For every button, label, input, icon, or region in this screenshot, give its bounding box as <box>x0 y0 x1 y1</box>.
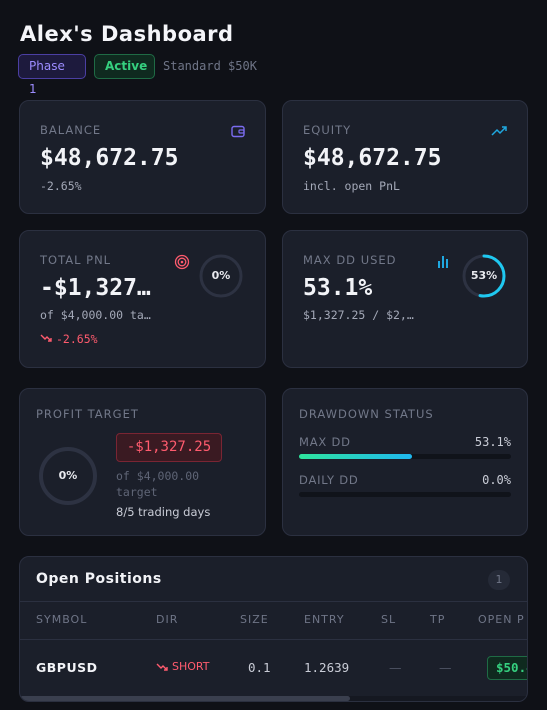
total-pnl-label: TOTAL PNL <box>40 253 112 267</box>
balance-card: BALANCE $48,672.75 -2.65% <box>19 100 266 214</box>
drawdown-status-card: DRAWDOWN STATUS MAX DD 53.1% DAILY DD 0.… <box>282 388 528 536</box>
col-size: SIZE <box>240 613 269 626</box>
max-dd-progress-ring <box>462 254 506 298</box>
total-pnl-progress-ring <box>199 254 243 298</box>
profit-target-of: of $4,000.00 <box>116 469 200 483</box>
equity-label: EQUITY <box>303 123 352 137</box>
col-tp: TP <box>430 613 446 626</box>
status-badge: Active <box>94 54 155 79</box>
daily-dd-row-label: DAILY DD <box>299 473 359 487</box>
bar-chart-icon <box>438 256 448 268</box>
trading-days: 8/5 trading days <box>116 505 211 519</box>
page-title: Alex's Dashboard <box>20 22 234 46</box>
open-positions-count: 1 <box>488 570 510 590</box>
wallet-icon <box>231 125 245 138</box>
balance-value: $48,672.75 <box>40 145 179 171</box>
total-pnl-value: -$1,327… <box>40 275 151 301</box>
equity-value: $48,672.75 <box>303 145 442 171</box>
drawdown-status-label: DRAWDOWN STATUS <box>299 407 434 421</box>
total-pnl-target-note: of $4,000.00 ta… <box>40 308 151 322</box>
open-positions-title: Open Positions <box>36 571 162 587</box>
max-dd-bar-fill <box>299 454 412 459</box>
equity-note: incl. open PnL <box>303 179 400 193</box>
account-type-label: Standard $50K <box>163 59 257 73</box>
position-size: 0.1 <box>248 660 271 675</box>
scrollbar-thumb[interactable] <box>20 696 350 701</box>
max-dd-row-label: MAX DD <box>299 435 351 449</box>
max-dd-row-value: 53.1% <box>474 435 511 449</box>
profit-target-amount: -$1,327.25 <box>116 433 222 462</box>
profit-target-ring-label: 0% <box>58 469 78 482</box>
open-positions-card: Open Positions 1 SYMBOL DIR SIZE ENTRY S… <box>19 556 528 702</box>
daily-dd-row-value: 0.0% <box>482 473 511 487</box>
balance-change: -2.65% <box>40 179 82 193</box>
trending-down-icon <box>40 334 52 342</box>
profit-target-word: target <box>116 485 158 499</box>
profit-target-label: PROFIT TARGET <box>36 407 139 421</box>
col-sl: SL <box>381 613 397 626</box>
trending-down-icon <box>156 663 168 671</box>
col-dir: DIR <box>156 613 179 626</box>
position-symbol: GBPUSD <box>36 660 98 675</box>
position-tp: — <box>439 660 452 675</box>
position-open-pnl: $50.4 <box>487 656 527 680</box>
target-icon <box>174 254 190 270</box>
daily-dd-bar <box>299 492 511 497</box>
total-pnl-change: -2.65% <box>56 332 98 346</box>
phase-badge: Phase 1 <box>18 54 86 96</box>
max-dd-bar <box>299 454 511 459</box>
balance-label: BALANCE <box>40 123 102 137</box>
col-symbol: SYMBOL <box>36 613 88 626</box>
positions-header-divider <box>20 601 527 602</box>
trending-up-icon <box>491 126 507 136</box>
position-entry: 1.2639 <box>304 660 350 675</box>
max-dd-ring-label: 53% <box>470 269 498 282</box>
max-dd-label: MAX DD USED <box>303 253 397 267</box>
total-pnl-card: TOTAL PNL 0% -$1,327… of $4,000.00 ta… -… <box>19 230 266 368</box>
equity-card: EQUITY $48,672.75 incl. open PnL <box>282 100 528 214</box>
col-entry: ENTRY <box>304 613 345 626</box>
max-dd-card: MAX DD USED 53% 53.1% $1,327.25 / $2,… <box>282 230 528 368</box>
positions-row-divider <box>20 639 527 640</box>
position-direction: SHORT <box>172 660 210 673</box>
max-dd-detail: $1,327.25 / $2,… <box>303 308 414 322</box>
profit-target-card: PROFIT TARGET 0% -$1,327.25 of $4,000.00… <box>19 388 266 536</box>
profit-target-progress-ring <box>39 447 97 505</box>
max-dd-value: 53.1% <box>303 275 373 301</box>
total-pnl-ring-label: 0% <box>211 269 231 282</box>
horizontal-scrollbar[interactable] <box>20 696 527 701</box>
col-open-pnl: OPEN P <box>478 613 525 626</box>
position-sl: — <box>389 660 402 675</box>
